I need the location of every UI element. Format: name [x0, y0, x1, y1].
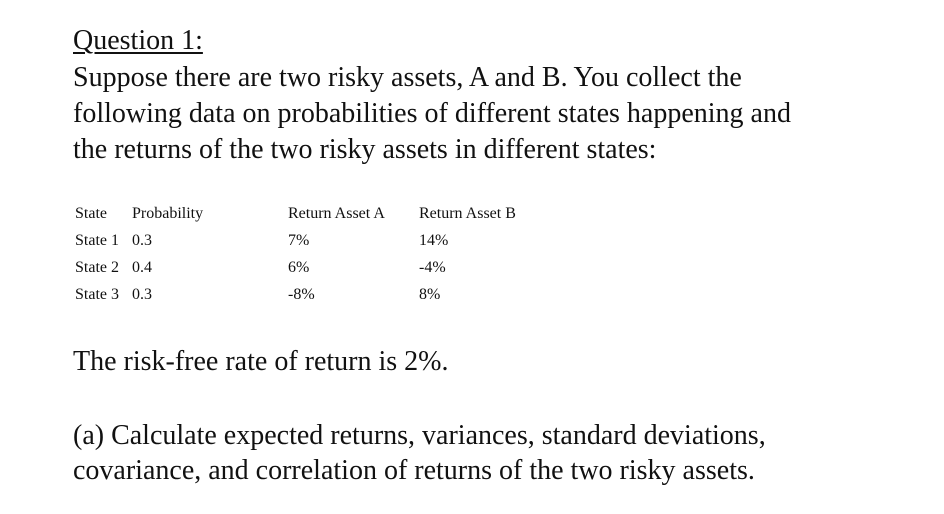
part-a-line: covariance, and correlation of returns o… [73, 455, 755, 486]
intro-line: the returns of the two risky assets in d… [73, 134, 657, 165]
cell-state: State 1 [75, 232, 119, 249]
cell-probability: 0.4 [132, 259, 152, 276]
header-return-asset-b: Return Asset B [419, 205, 516, 222]
cell-return-b: 14% [419, 232, 449, 249]
header-state: State [75, 205, 107, 222]
returns-table: State Probability Return Asset A Return … [75, 200, 559, 308]
cell-state: State 2 [75, 259, 119, 276]
intro-line: following data on probabilities of diffe… [73, 98, 791, 129]
question-title: Question 1: [73, 25, 203, 56]
cell-probability: 0.3 [132, 286, 152, 303]
cell-probability: 0.3 [132, 232, 152, 249]
table-header-row: State Probability Return Asset A Return … [75, 200, 559, 227]
cell-return-b: -4% [419, 259, 446, 276]
part-a-question: (a) Calculate expected returns, variance… [73, 418, 913, 488]
cell-return-a: 7% [288, 232, 310, 249]
header-return-asset-a: Return Asset A [288, 205, 385, 222]
header-probability: Probability [132, 205, 204, 222]
cell-state: State 3 [75, 286, 119, 303]
table-row: State 3 0.3 -8% 8% [75, 281, 559, 308]
risk-free-statement: The risk-free rate of return is 2%. [73, 346, 449, 377]
cell-return-b: 8% [419, 286, 441, 303]
cell-return-a: -8% [288, 286, 315, 303]
cell-return-a: 6% [288, 259, 310, 276]
table-row: State 2 0.4 6% -4% [75, 254, 559, 281]
part-a-line: (a) Calculate expected returns, variance… [73, 420, 766, 451]
table-row: State 1 0.3 7% 14% [75, 227, 559, 254]
question-intro: Suppose there are two risky assets, A an… [73, 60, 913, 168]
intro-line: Suppose there are two risky assets, A an… [73, 62, 742, 93]
